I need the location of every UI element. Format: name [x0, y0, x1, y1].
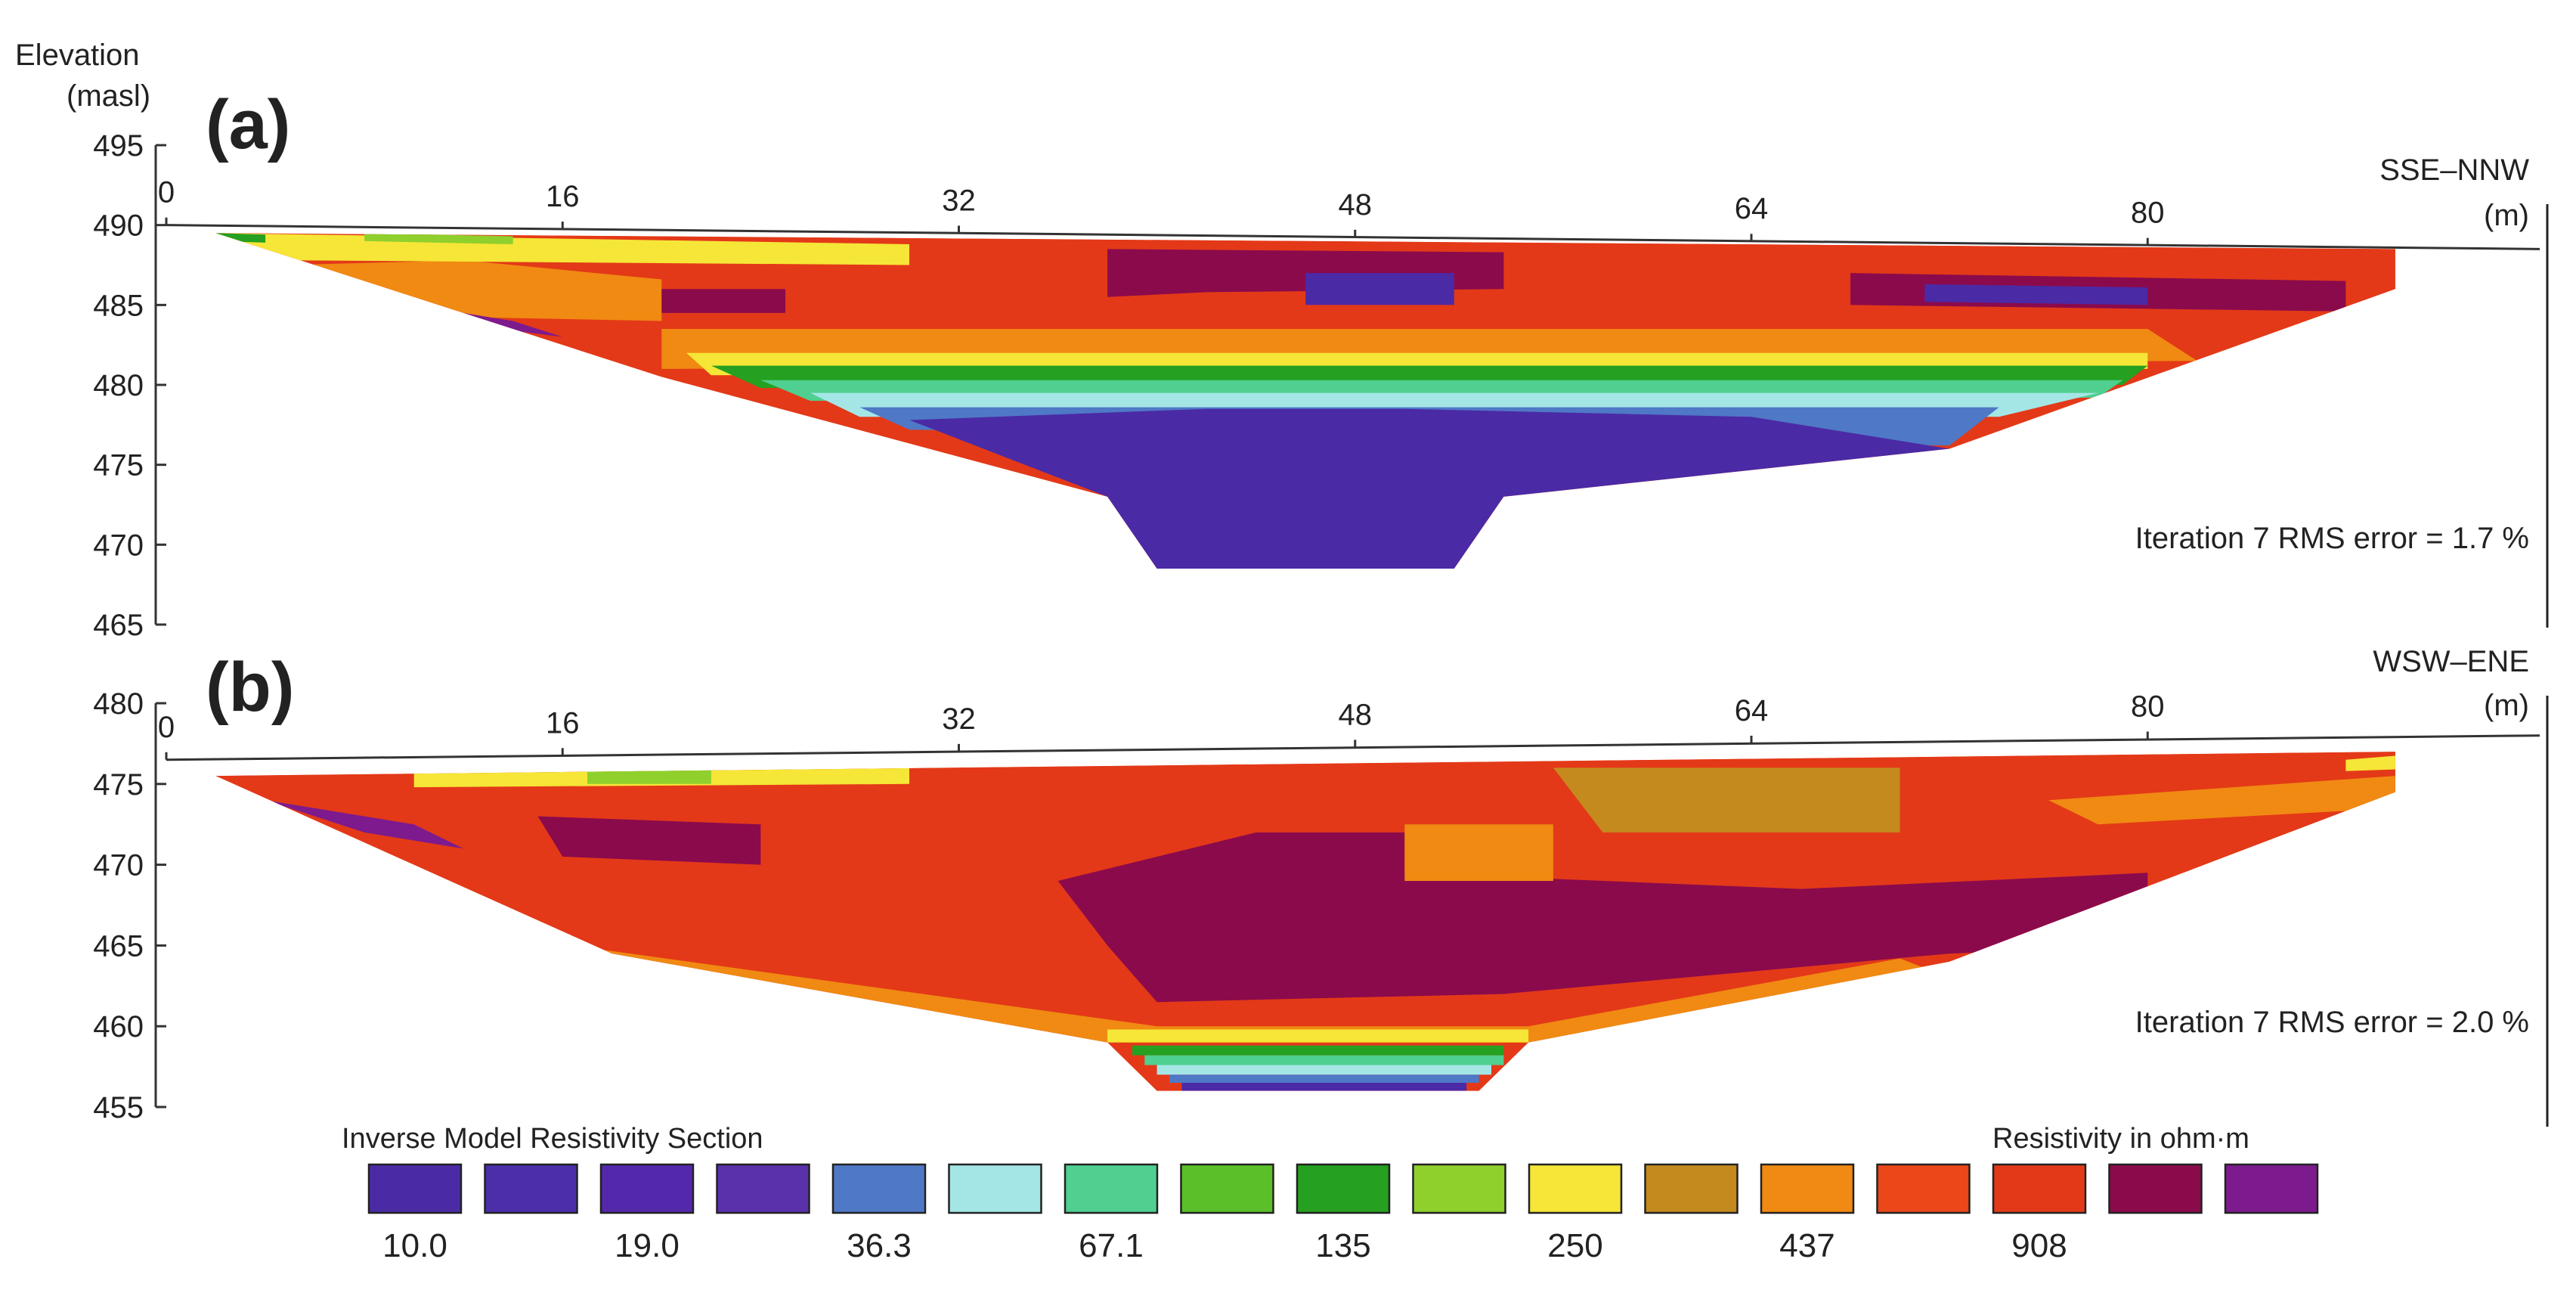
legend-swatch-10	[1528, 1163, 1623, 1214]
rms-error-text: Iteration 7 RMS error = 2.0 %	[2135, 1006, 2529, 1039]
distance-tick-label-80: 80	[2131, 197, 2165, 230]
elevation-tick-label-485: 485	[93, 289, 144, 322]
distance-tick-label-16: 16	[546, 706, 580, 740]
elevation-tick-label-480: 480	[93, 687, 144, 721]
resistivity-zone-6	[537, 816, 761, 865]
legend-swatch-14	[1992, 1163, 2087, 1214]
elevation-tick-label-455: 455	[93, 1091, 144, 1124]
distance-tick-label-48: 48	[1339, 188, 1373, 222]
profile-direction: WSW–ENE	[2373, 645, 2529, 678]
legend-value-437: 437	[1779, 1227, 1834, 1264]
distance-tick-label-32: 32	[942, 702, 976, 736]
legend-swatch-15	[2108, 1163, 2203, 1214]
resistivity-zone-5	[265, 800, 464, 849]
resistivity-zones	[215, 752, 2395, 1091]
legend-swatches: 10.0 19.0 36.3 67.1 135 250 437 908	[367, 1163, 2319, 1264]
resistivity-zone-2	[1107, 1029, 1529, 1043]
elevation-tick-label-465: 465	[93, 609, 144, 642]
resistivity-zone-13	[1144, 1055, 1504, 1065]
resistivity-zone-16	[1181, 1083, 1467, 1091]
distance-tick-label-64: 64	[1735, 192, 1769, 225]
y-axis-title-line2: (masl)	[67, 79, 150, 113]
elevation-tick-label-490: 490	[93, 209, 144, 243]
legend-swatch-4	[831, 1163, 927, 1214]
resistivity-zone-14	[1156, 1065, 1491, 1075]
legend-swatch-7	[1180, 1163, 1274, 1214]
legend-swatch-1	[484, 1163, 578, 1214]
resistivity-zone-12	[1132, 1045, 1504, 1056]
resistivity-zone-7	[1305, 273, 1454, 305]
legend-value-36.3: 36.3	[847, 1227, 912, 1264]
distance-tick-label-32: 32	[942, 184, 976, 217]
elevation-tick-label-495: 495	[93, 129, 144, 163]
elevation-tick-label-460: 460	[93, 1010, 144, 1043]
elevation-tick-label-475: 475	[93, 449, 144, 482]
resistivity-zone-3	[364, 233, 513, 244]
legend-swatch-11	[1644, 1163, 1738, 1214]
legend-swatch-6	[1064, 1163, 1159, 1214]
legend-swatch-5	[948, 1163, 1042, 1214]
distance-unit: (m)	[2484, 199, 2529, 232]
legend-swatch-13	[1876, 1163, 1971, 1214]
legend-value-908: 908	[2011, 1227, 2067, 1264]
elevation-tick-label-470: 470	[93, 849, 144, 882]
legend-value-10.0: 10.0	[382, 1227, 447, 1264]
elevation-tick-label-465: 465	[93, 929, 144, 963]
distance-unit: (m)	[2484, 689, 2529, 722]
y-axis-title-line1: Elevation	[15, 39, 140, 72]
legend-value-250: 250	[1547, 1227, 1602, 1264]
legend-value-19.0: 19.0	[615, 1227, 680, 1264]
legend-value-67.1: 67.1	[1079, 1227, 1144, 1264]
resistivity-legend: Inverse Model Resistivity Section Resist…	[342, 1123, 2319, 1264]
legend-swatch-0	[367, 1163, 463, 1214]
section-panel-b: 0 16 32 48 64 80 480 475 470 465 460 455 (b) WSW–ENE (…	[93, 645, 2540, 1124]
legend-swatch-12	[1760, 1163, 1855, 1214]
rms-error-text: Iteration 7 RMS error = 1.7 %	[2135, 522, 2529, 555]
surface-line	[166, 734, 2540, 761]
distance-tick-label-0: 0	[158, 711, 175, 744]
resistivity-zone-1	[289, 260, 662, 321]
panel-label: (b)	[206, 649, 294, 726]
resistivity-zone-7	[1057, 832, 2148, 1003]
resistivity-zone-4	[215, 233, 266, 243]
legend-swatch-3	[716, 1163, 810, 1214]
resistivity-zone-4	[587, 767, 711, 784]
legend-swatch-8	[1296, 1163, 1391, 1214]
legend-value-135: 135	[1315, 1227, 1370, 1264]
legend-swatch-16	[2224, 1163, 2319, 1214]
resistivity-zone-9	[1553, 767, 1900, 833]
distance-tick-label-80: 80	[2131, 690, 2165, 723]
resistivity-zone-9	[1924, 284, 2148, 305]
elevation-tick-label-475: 475	[93, 768, 144, 802]
section-panel-a: 0 16 32 48 64 80 495 490 485 480 475 470 465 (a) SSE–N…	[93, 86, 2540, 642]
distance-tick-label-64: 64	[1735, 694, 1769, 727]
panel-label: (a)	[206, 86, 290, 163]
resistivity-zones	[215, 233, 2395, 569]
resistivity-zone-5	[661, 289, 786, 313]
legend-swatch-9	[1412, 1163, 1506, 1214]
distance-tick-label-16: 16	[546, 180, 580, 213]
resistivity-zone-11	[2345, 752, 2395, 771]
legend-title: Inverse Model Resistivity Section	[342, 1123, 763, 1155]
distance-tick-label-48: 48	[1339, 698, 1373, 731]
resistivity-zone-10	[2048, 776, 2395, 825]
resistivity-zone-8	[1404, 824, 1553, 881]
resistivity-zone-17	[909, 408, 1950, 569]
profile-direction: SSE–NNW	[2379, 153, 2529, 187]
distance-tick-label-0: 0	[158, 176, 175, 209]
resistivity-zone-1	[512, 937, 1950, 1043]
elevation-tick-label-480: 480	[93, 369, 144, 402]
legend-unit: Resistivity in ohm·m	[1992, 1123, 2249, 1155]
legend-swatch-2	[599, 1163, 695, 1214]
resistivity-zone-15	[1169, 1074, 1479, 1083]
elevation-tick-label-470: 470	[93, 529, 144, 562]
